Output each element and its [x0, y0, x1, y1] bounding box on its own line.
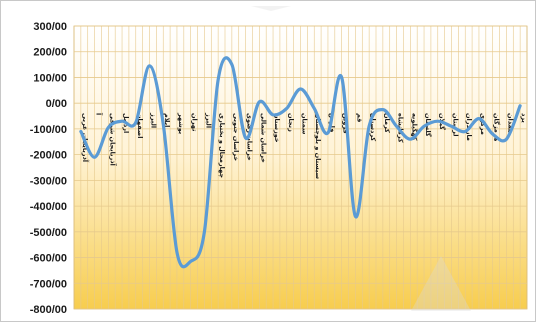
- x-category-label: اصفهان: [136, 113, 144, 138]
- x-category-label: آذربایجان غربی: [81, 113, 90, 163]
- y-tick-label: -200/00: [30, 150, 67, 162]
- series-line: [79, 56, 522, 269]
- y-tick-label: -100/00: [30, 124, 67, 136]
- x-category-label: خراسان جنوبی: [232, 113, 240, 161]
- x-category-label: سیستان و بلوچستان: [314, 113, 322, 179]
- y-axis-tick-labels: 300/00 200/00 100/00 0/00 -100/00 -200/00 -300…: [30, 21, 67, 316]
- x-category-label: آذربایجان شرقی: [108, 113, 117, 167]
- watermark-shape: [251, 6, 291, 11]
- x-category-label: آ: [95, 112, 104, 116]
- y-tick-label: -500/00: [30, 227, 67, 239]
- x-category-label: زنجان: [287, 113, 295, 132]
- vertical-gridlines: [73, 25, 528, 310]
- x-category-label: کردستان: [369, 113, 377, 141]
- x-category-label: خوزستان: [273, 113, 281, 143]
- y-tick-label: 200/00: [33, 47, 67, 59]
- y-tick-label: -700/00: [30, 278, 67, 290]
- x-category-label: قم: [355, 113, 363, 122]
- y-tick-label: -800/00: [30, 304, 67, 316]
- x-category-label: البرز: [204, 112, 212, 128]
- y-tick-label: 300/00: [33, 21, 67, 33]
- x-category-label: کهگیلویه: [410, 113, 418, 141]
- x-category-label: کرمان: [383, 113, 391, 133]
- horizontal-gridlines: [74, 25, 527, 310]
- x-category-label: یزد: [520, 113, 528, 123]
- x-category-label: کرمانشاه: [397, 113, 405, 143]
- x-category-label: همدان: [506, 113, 514, 134]
- x-category-label: ایلام: [163, 113, 171, 127]
- x-category-label: هرمزگان: [493, 113, 501, 142]
- x-category-label: لرستان: [452, 113, 460, 137]
- x-category-label: تهران: [191, 113, 199, 132]
- x-category-label: بوشهر: [177, 112, 185, 134]
- y-tick-label: -600/00: [30, 253, 67, 265]
- y-tick-label: 100/00: [33, 72, 67, 84]
- y-tick-label: -300/00: [30, 175, 67, 187]
- watermark-logo: [251, 6, 471, 311]
- watermark-shape: [411, 256, 471, 311]
- x-category-label: خراسان شمالی: [259, 113, 267, 163]
- x-category-label: چهارمحال و بختیاری: [218, 113, 226, 178]
- x-category-label: البرز: [150, 112, 158, 128]
- y-tick-label: 0/00: [46, 98, 67, 110]
- x-category-label: سمنان: [301, 113, 309, 134]
- y-tick-label: -400/00: [30, 201, 67, 213]
